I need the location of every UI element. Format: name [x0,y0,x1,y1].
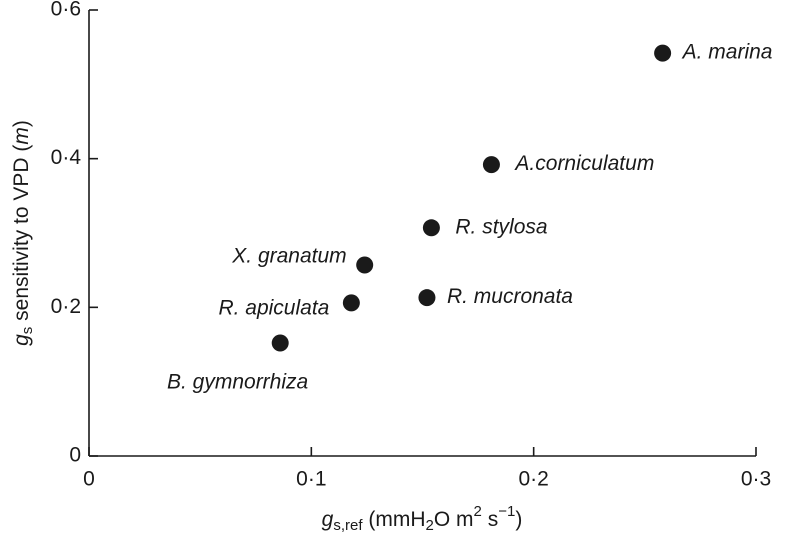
point-label: A.corniculatum [513,152,654,175]
label-part: −1 [498,503,515,520]
label-part: O m [434,508,474,531]
point [418,289,436,307]
point [654,44,672,62]
label-part: 2 [426,517,434,534]
label-part: s,ref [333,517,363,534]
point-label: R. stylosa [455,215,547,238]
label-part: m [10,127,33,145]
point-label: X. granatum [231,245,346,268]
x-axis-label: gs,ref (mmH2O m2 s−1) [322,503,523,534]
point [422,219,440,237]
y-tick-label: 0 [69,444,81,467]
point [271,334,289,352]
x-tick-label: 0·2 [518,468,548,491]
y-tick-label: 0·6 [51,0,81,21]
y-tick-label: 0·4 [51,146,82,169]
x-tick-label: 0·3 [741,468,771,491]
point-label: R. mucronata [447,285,573,308]
y-axis-label: gs sensitivity to VPD (m) [10,120,36,346]
label-part: g [10,334,33,346]
label-part: (mmH [363,508,426,531]
point-label: B. gymnorrhiza [167,371,308,394]
label-part: sensitivity to VPD ( [10,145,33,327]
label-part: ) [10,120,33,127]
label-part: ) [515,508,522,531]
point [342,294,360,312]
x-tick-label: 0·1 [296,468,326,491]
point [482,156,500,174]
label-part: s [19,327,36,335]
label-part: g [322,508,334,531]
point-label: R. apiculata [218,296,329,319]
label-part: 2 [474,503,482,520]
x-tick-label: 0 [83,468,95,491]
point-label: A. marina [681,41,773,64]
label-part: s [482,508,498,531]
y-tick-label: 0·2 [51,295,81,318]
point [356,256,374,274]
